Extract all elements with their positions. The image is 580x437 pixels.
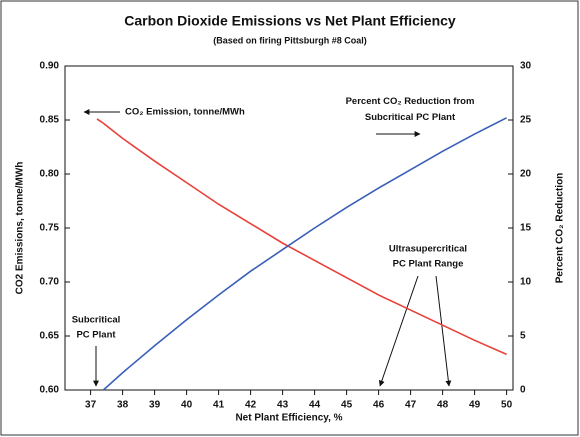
series-line: [96, 118, 507, 356]
legend-label: Percent CO₂ Reduction from Subcritical PC…: [346, 96, 475, 123]
x-tick-label: 38: [117, 400, 129, 411]
arrow: [378, 275, 419, 387]
y-tick-label: 0.85: [40, 115, 60, 126]
annotation: Ultrasupercritical: [389, 244, 467, 255]
x-tick-label: 46: [373, 400, 385, 411]
x-axis-label: Net Plant Efficiency, %: [235, 413, 342, 424]
chart-title: Carbon Dioxide Emissions vs Net Plant Ef…: [124, 13, 456, 29]
annotation: PC Plant Range: [393, 259, 464, 270]
y2-tick-label: 30: [520, 61, 532, 72]
x-tick-label: 45: [341, 400, 353, 411]
x-tick-label: 50: [501, 400, 513, 411]
x-tick-label: 40: [181, 400, 193, 411]
x-tick-label: 44: [309, 400, 321, 411]
x-tick-label: 39: [149, 400, 161, 411]
legend-label: CO₂ Emission, tonne/MWh: [125, 107, 245, 118]
y-tick-label: 0.60: [40, 385, 60, 396]
x-tick-label: 41: [213, 400, 225, 411]
y2-tick-label: 0: [520, 385, 526, 396]
x-tick-label: 37: [85, 400, 97, 411]
y-tick-label: 0.90: [40, 61, 60, 72]
x-tick-label: 48: [437, 400, 449, 411]
y2-axis-label: Percent CO₂ Reduction: [555, 173, 566, 284]
annotation: Subcritical: [72, 315, 121, 326]
annotation: PC Plant: [76, 330, 116, 341]
y2-tick-label: 10: [520, 277, 532, 288]
y2-tick-label: 15: [520, 223, 532, 234]
y-tick-label: 0.80: [40, 169, 60, 180]
arrow: [435, 275, 452, 387]
series-line: [102, 117, 507, 391]
y2-tick-label: 25: [520, 115, 532, 126]
x-tick-label: 43: [277, 400, 289, 411]
y-axis-label: CO2 Emissions, tonne/MWh: [15, 162, 26, 295]
chart-subtitle: (Based on firing Pittsburgh #8 Coal): [213, 35, 367, 45]
y-tick-label: 0.65: [40, 331, 60, 342]
y-tick-label: 0.70: [40, 277, 60, 288]
y2-tick-label: 5: [520, 331, 526, 342]
x-tick-label: 47: [405, 400, 417, 411]
x-tick-label: 42: [245, 400, 257, 411]
y-tick-label: 0.75: [40, 223, 60, 234]
y2-tick-label: 20: [520, 169, 532, 180]
x-tick-label: 49: [469, 400, 481, 411]
